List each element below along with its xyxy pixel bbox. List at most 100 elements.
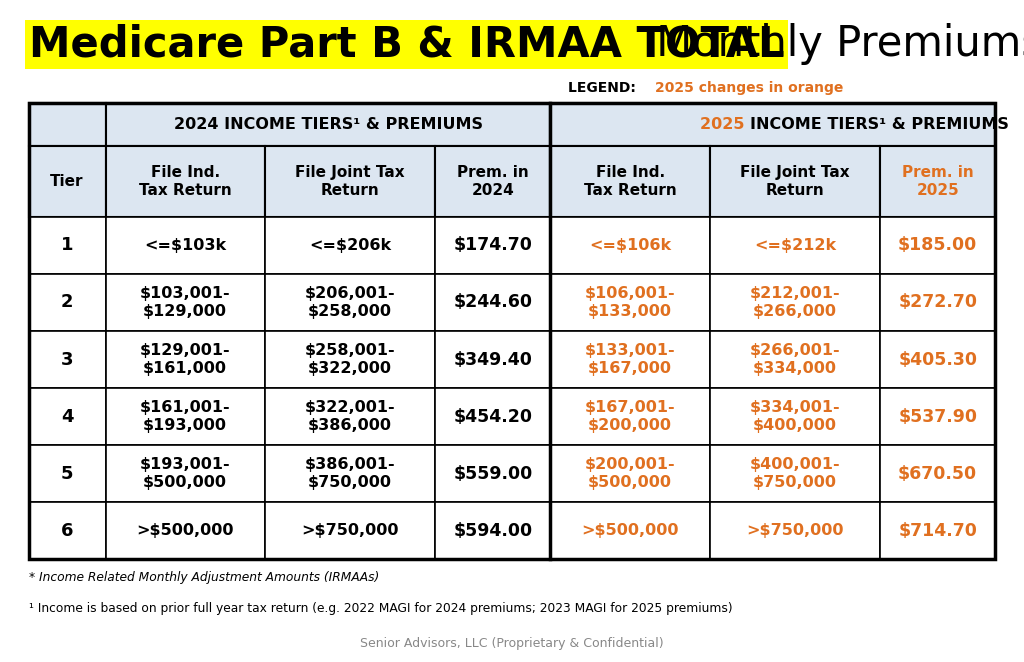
- Text: * Income Related Monthly Adjustment Amounts (IRMAAs): * Income Related Monthly Adjustment Amou…: [29, 571, 379, 584]
- Text: $386,001-
$750,000: $386,001- $750,000: [305, 457, 395, 491]
- Text: $537.90: $537.90: [898, 408, 977, 426]
- Bar: [710, 446, 880, 502]
- Bar: [29, 103, 105, 146]
- Bar: [551, 388, 710, 446]
- Bar: [880, 274, 995, 331]
- Text: $103,001-
$129,000: $103,001- $129,000: [140, 286, 230, 319]
- Text: File Joint Tax
Return: File Joint Tax Return: [740, 165, 850, 198]
- Bar: [710, 388, 880, 446]
- Text: $200,001-
$500,000: $200,001- $500,000: [585, 457, 676, 491]
- Bar: [551, 502, 710, 559]
- Text: $244.60: $244.60: [454, 293, 532, 311]
- Text: ¹ Income is based on prior full year tax return (e.g. 2022 MAGI for 2024 premium: ¹ Income is based on prior full year tax…: [29, 602, 732, 616]
- Bar: [105, 103, 551, 146]
- Bar: [435, 217, 551, 274]
- Text: $334,001-
$400,000: $334,001- $400,000: [750, 400, 840, 433]
- Text: $559.00: $559.00: [454, 465, 532, 483]
- Bar: [551, 331, 710, 388]
- Bar: [710, 502, 880, 559]
- Bar: [105, 217, 265, 274]
- Bar: [551, 103, 995, 146]
- Text: 5: 5: [60, 465, 74, 483]
- Text: 6: 6: [60, 522, 74, 540]
- Bar: [710, 274, 880, 331]
- Bar: [880, 331, 995, 388]
- Text: 2025 changes in orange: 2025 changes in orange: [655, 81, 844, 95]
- Bar: [105, 446, 265, 502]
- Text: $258,001-
$322,000: $258,001- $322,000: [305, 343, 395, 376]
- Bar: [265, 446, 435, 502]
- Text: Senior Advisors, LLC (Proprietary & Confidential): Senior Advisors, LLC (Proprietary & Conf…: [360, 637, 664, 650]
- Bar: [435, 446, 551, 502]
- Bar: [265, 274, 435, 331]
- Text: Prem. in
2025: Prem. in 2025: [902, 165, 974, 198]
- Text: $322,001-
$386,000: $322,001- $386,000: [305, 400, 395, 433]
- Bar: [551, 446, 710, 502]
- Text: $193,001-
$500,000: $193,001- $500,000: [140, 457, 230, 491]
- Bar: [710, 331, 880, 388]
- Bar: [105, 388, 265, 446]
- Text: $161,001-
$193,000: $161,001- $193,000: [140, 400, 230, 433]
- Text: $400,001-
$750,000: $400,001- $750,000: [750, 457, 840, 491]
- Bar: [265, 331, 435, 388]
- Text: <=$206k: <=$206k: [309, 238, 391, 253]
- Bar: [435, 146, 551, 217]
- Text: File Ind.
Tax Return: File Ind. Tax Return: [139, 165, 231, 198]
- Bar: [29, 502, 105, 559]
- Text: $212,001-
$266,000: $212,001- $266,000: [750, 286, 840, 319]
- Text: LEGEND:: LEGEND:: [568, 81, 641, 95]
- Bar: [29, 103, 995, 559]
- Text: 2024 INCOME TIERS¹ & PREMIUMS: 2024 INCOME TIERS¹ & PREMIUMS: [173, 117, 482, 132]
- Text: <=$106k: <=$106k: [589, 238, 671, 253]
- Text: >$750,000: >$750,000: [746, 524, 844, 538]
- Text: 4: 4: [60, 408, 74, 426]
- Bar: [265, 146, 435, 217]
- Text: $174.70: $174.70: [454, 236, 532, 254]
- Bar: [880, 388, 995, 446]
- Bar: [710, 146, 880, 217]
- Text: $129,001-
$161,000: $129,001- $161,000: [140, 343, 230, 376]
- Text: $670.50: $670.50: [898, 465, 977, 483]
- Text: <=$212k: <=$212k: [754, 238, 836, 253]
- Bar: [880, 146, 995, 217]
- Text: 3: 3: [60, 351, 74, 369]
- Bar: [435, 388, 551, 446]
- Text: $185.00: $185.00: [898, 236, 977, 254]
- Text: $167,001-
$200,000: $167,001- $200,000: [585, 400, 676, 433]
- Text: Tier: Tier: [50, 174, 84, 189]
- Text: $206,001-
$258,000: $206,001- $258,000: [305, 286, 395, 319]
- Bar: [29, 274, 105, 331]
- Bar: [265, 217, 435, 274]
- Bar: [29, 331, 105, 388]
- Text: $454.20: $454.20: [454, 408, 532, 426]
- Bar: [551, 274, 710, 331]
- Bar: [29, 217, 105, 274]
- Text: 2: 2: [60, 293, 74, 311]
- Text: $405.30: $405.30: [898, 351, 977, 369]
- Bar: [105, 331, 265, 388]
- Bar: [29, 388, 105, 446]
- Text: Medicare Part B & IRMAA TOTAL: Medicare Part B & IRMAA TOTAL: [29, 23, 784, 65]
- Bar: [265, 388, 435, 446]
- Bar: [880, 217, 995, 274]
- Bar: [435, 502, 551, 559]
- Text: $349.40: $349.40: [454, 351, 532, 369]
- Text: $272.70: $272.70: [898, 293, 977, 311]
- Bar: [105, 274, 265, 331]
- Text: $594.00: $594.00: [454, 522, 532, 540]
- Bar: [105, 502, 265, 559]
- Text: <=$103k: <=$103k: [144, 238, 226, 253]
- Text: 2025: 2025: [699, 117, 750, 132]
- Bar: [435, 274, 551, 331]
- Text: $133,001-
$167,000: $133,001- $167,000: [585, 343, 676, 376]
- Bar: [29, 446, 105, 502]
- Bar: [435, 331, 551, 388]
- Bar: [880, 502, 995, 559]
- Text: File Joint Tax
Return: File Joint Tax Return: [295, 165, 404, 198]
- Text: >$500,000: >$500,000: [582, 524, 679, 538]
- Text: $266,001-
$334,000: $266,001- $334,000: [750, 343, 840, 376]
- Bar: [265, 502, 435, 559]
- Text: Prem. in
2024: Prem. in 2024: [457, 165, 528, 198]
- Text: Monthly Premiums: Monthly Premiums: [643, 23, 1024, 65]
- Text: $714.70: $714.70: [898, 522, 977, 540]
